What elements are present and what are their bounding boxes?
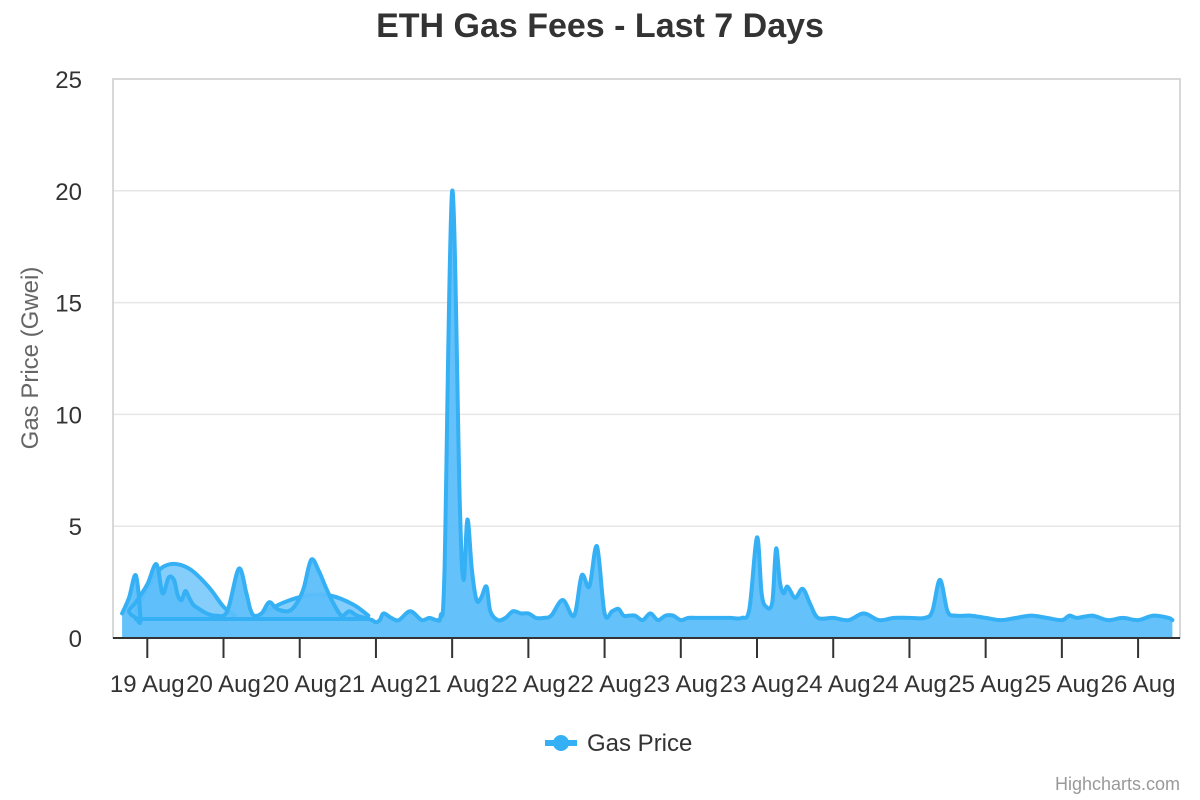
y-tick-label: 15 <box>55 291 82 318</box>
x-tick-label: 20 Aug <box>186 671 261 698</box>
x-tick-label: 19 Aug <box>110 671 185 698</box>
chart-title: ETH Gas Fees - Last 7 Days <box>376 7 824 45</box>
y-tick-label: 25 <box>55 67 82 94</box>
legend-label: Gas Price <box>587 730 692 757</box>
y-tick-label: 5 <box>69 514 82 541</box>
y-tick-label: 10 <box>55 402 82 429</box>
credits-link[interactable]: Highcharts.com <box>1055 774 1180 794</box>
x-tick-label: 20 Aug <box>262 671 337 698</box>
series-gas-price[interactable] <box>120 188 1175 638</box>
legend-marker-symbol <box>553 735 569 751</box>
x-tick-label: 22 Aug <box>567 671 642 698</box>
x-tick-label: 23 Aug <box>720 671 795 698</box>
x-tick-label: 25 Aug <box>1024 671 1099 698</box>
series-line <box>120 188 1175 625</box>
y-axis-ticks: 0 5 10 15 20 25 <box>55 67 82 653</box>
x-axis-ticks: 19 Aug 20 Aug 20 Aug 21 Aug 21 Aug 22 Aug 22 A… <box>110 638 1176 698</box>
y-axis-label: Gas Price (Gwei) <box>17 267 44 450</box>
legend-item-gas-price[interactable]: Gas Price <box>545 730 692 757</box>
y-tick-label: 20 <box>55 179 82 206</box>
x-tick-label: 21 Aug <box>415 671 490 698</box>
grid-lines <box>113 190 1180 527</box>
x-tick-label: 24 Aug <box>872 671 947 698</box>
y-tick-label: 0 <box>69 626 82 653</box>
x-tick-label: 21 Aug <box>339 671 414 698</box>
x-tick-label: 24 Aug <box>796 671 871 698</box>
x-tick-label: 22 Aug <box>491 671 566 698</box>
x-tick-label: 23 Aug <box>643 671 718 698</box>
x-tick-label: 25 Aug <box>948 671 1023 698</box>
x-tick-label: 26 Aug <box>1101 671 1176 698</box>
